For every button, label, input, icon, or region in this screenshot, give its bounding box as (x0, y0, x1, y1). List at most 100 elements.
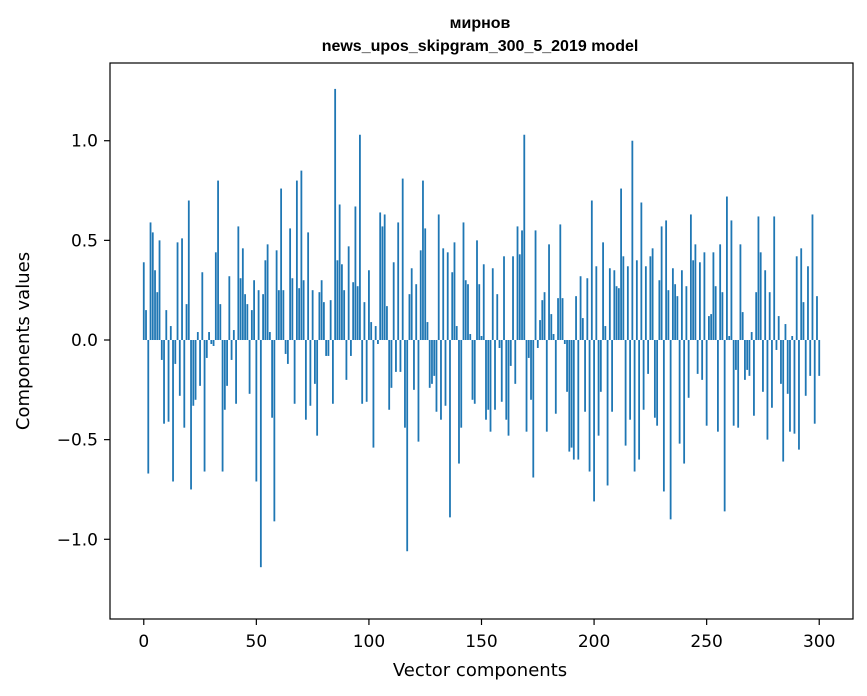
bar-component-290 (795, 256, 798, 340)
bar-component-55 (266, 244, 269, 341)
bar-component-262 (732, 340, 735, 426)
bar-component-214 (624, 340, 627, 446)
bar-component-282 (777, 316, 780, 340)
bar-component-190 (570, 340, 573, 448)
bar-component-37 (226, 340, 228, 386)
x-tick-label: 100 (353, 632, 385, 652)
bar-component-281 (775, 340, 778, 350)
bar-component-187 (563, 340, 566, 344)
bar-component-209 (613, 270, 616, 340)
bar-component-105 (379, 212, 382, 340)
bar-component-272 (755, 292, 758, 341)
bar-component-94 (354, 206, 357, 340)
bar-component-289 (793, 340, 796, 434)
plot-frame (109, 62, 854, 620)
bar-component-99 (365, 340, 368, 402)
chart-title-line-2: news_upos_skipgram_300_5_2019 model (322, 38, 639, 55)
bar-component-184 (557, 298, 559, 340)
bar-component-277 (766, 340, 769, 440)
bar-component-193 (577, 340, 580, 460)
x-tick-label: 150 (465, 632, 497, 652)
bar-component-140 (458, 340, 460, 464)
bar-component-159 (500, 340, 503, 402)
bar-component-85 (334, 88, 337, 341)
bar-component-98 (363, 302, 366, 340)
bar-component-44 (241, 248, 244, 340)
bar-component-45 (244, 294, 246, 341)
bar-component-87 (338, 204, 341, 340)
bar-component-127 (428, 340, 431, 388)
x-axis-label: Vector components (393, 660, 567, 681)
bar-component-35 (221, 340, 224, 472)
bar-component-181 (550, 314, 553, 341)
bar-component-256 (719, 244, 722, 341)
bar-component-80 (322, 302, 325, 340)
bar-component-291 (798, 340, 800, 450)
bar-component-164 (512, 256, 514, 340)
bar-component-145 (469, 334, 472, 341)
y-tick-label: 0.0 (71, 331, 98, 351)
bar-component-300 (818, 340, 821, 376)
bar-component-131 (437, 214, 440, 341)
x-tick-label: 300 (803, 632, 835, 652)
bar-component-156 (494, 340, 496, 410)
bar-component-153 (487, 340, 490, 410)
bar-component-199 (590, 200, 593, 341)
chart-title-line-1: мирнов (450, 15, 511, 32)
bar-component-163 (509, 340, 512, 366)
bar-component-50 (255, 340, 258, 482)
bar-component-97 (361, 340, 364, 404)
bar-component-263 (735, 340, 737, 370)
bar-component-59 (275, 250, 278, 341)
bar-component-6 (156, 292, 159, 341)
bar-component-137 (451, 272, 454, 341)
bar-component-81 (325, 340, 328, 356)
bar-component-68 (295, 180, 298, 341)
bar-component-33 (217, 180, 219, 341)
bar-component-192 (575, 296, 577, 340)
bar-component-54 (264, 260, 267, 340)
bar-component-119 (410, 268, 413, 340)
bar-component-220 (638, 340, 641, 460)
bar-component-89 (343, 290, 346, 340)
y-axis-label: Components values (13, 252, 34, 430)
bar-component-109 (388, 340, 391, 410)
bar-component-141 (460, 340, 463, 428)
bar-component-252 (710, 314, 713, 341)
y-tick-label: −0.5 (57, 431, 98, 451)
bar-component-132 (440, 340, 442, 420)
bar-component-62 (282, 290, 285, 340)
bar-component-228 (656, 340, 659, 426)
bar-component-120 (413, 340, 415, 390)
bar-component-240 (683, 340, 686, 464)
bar-component-170 (525, 340, 528, 432)
y-tick-label: 1.0 (71, 132, 98, 152)
bar-component-297 (811, 214, 814, 341)
bar-component-265 (739, 244, 742, 341)
bar-component-42 (237, 226, 240, 340)
bar-component-269 (748, 340, 751, 376)
bar-component-41 (235, 340, 237, 404)
x-tick-label: 0 (138, 632, 149, 652)
x-tick-label: 200 (578, 632, 610, 652)
bar-component-16 (178, 340, 181, 396)
bar-component-110 (390, 340, 393, 388)
bar-component-8 (160, 340, 163, 360)
bar-component-49 (253, 280, 255, 340)
bar-component-90 (345, 340, 348, 380)
bar-component-244 (692, 260, 695, 340)
bar-component-251 (708, 316, 710, 340)
bar-component-225 (649, 256, 652, 340)
bar-component-53 (262, 294, 264, 341)
bar-component-235 (671, 268, 674, 340)
bar-component-124 (422, 180, 424, 341)
bar-component-113 (397, 222, 400, 341)
bar-component-71 (302, 280, 305, 340)
bar-component-129 (433, 340, 436, 376)
bar-component-200 (593, 340, 595, 502)
bar-component-9 (163, 340, 165, 424)
bar-component-79 (320, 280, 323, 340)
bar-component-29 (208, 332, 210, 340)
bar-component-175 (536, 340, 539, 348)
bar-component-222 (642, 340, 645, 410)
